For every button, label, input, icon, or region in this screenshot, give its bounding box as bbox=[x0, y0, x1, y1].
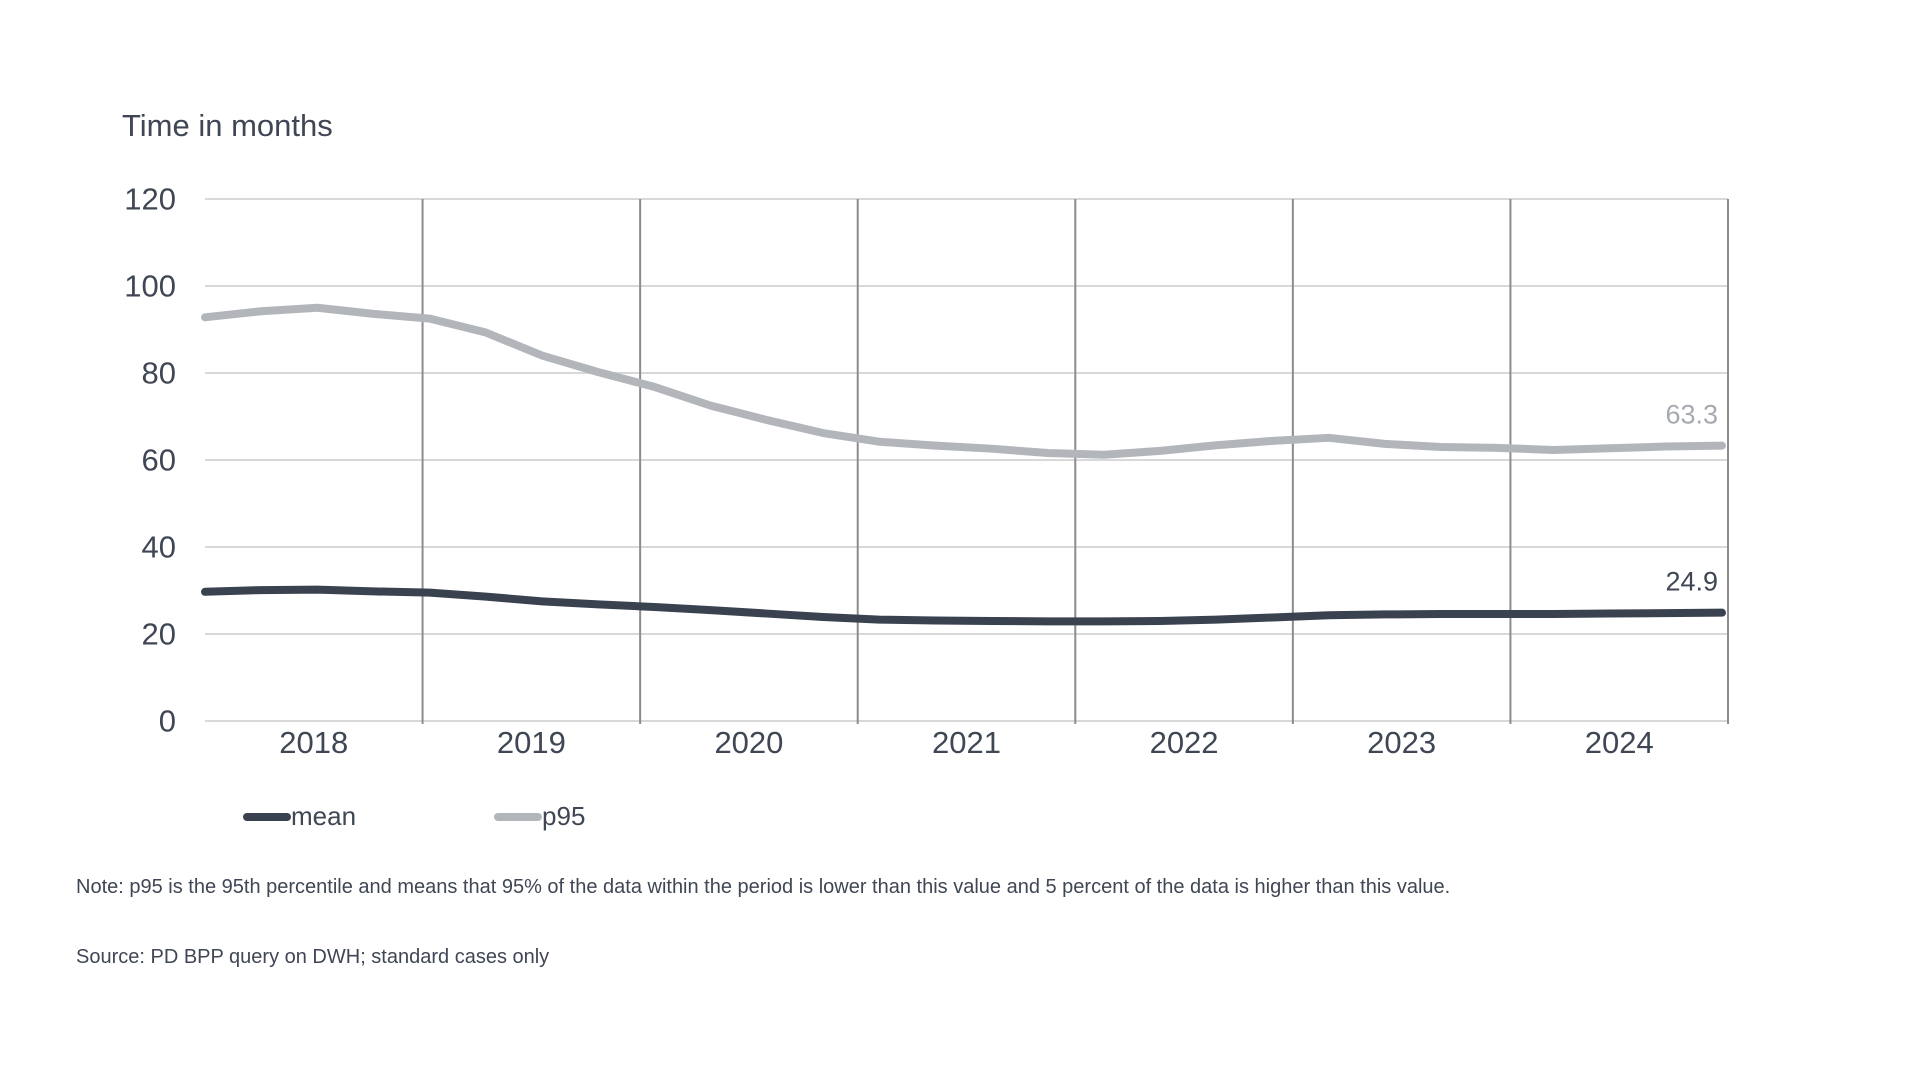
x-tick-label: 2019 bbox=[497, 725, 566, 760]
x-tick-label: 2023 bbox=[1367, 725, 1436, 760]
chart-title: Time in months bbox=[122, 108, 333, 143]
y-tick-label: 40 bbox=[142, 530, 176, 565]
mean-line-swatch bbox=[243, 812, 291, 821]
y-tick-label: 60 bbox=[142, 443, 176, 478]
note-text: Note: p95 is the 95th percentile and mea… bbox=[76, 876, 1451, 898]
y-tick-label: 80 bbox=[142, 356, 176, 391]
legend-label-mean: mean bbox=[291, 801, 357, 831]
p95-line-swatch bbox=[494, 812, 543, 821]
legend-item-mean: mean bbox=[243, 801, 356, 832]
x-tick-label: 2020 bbox=[714, 725, 783, 760]
series-line-p95 bbox=[201, 303, 1726, 459]
y-tick-label: 100 bbox=[124, 269, 176, 304]
legend-item-p95: p95 bbox=[494, 801, 585, 832]
x-tick-label: 2022 bbox=[1150, 725, 1219, 760]
y-tick-label: 120 bbox=[124, 182, 176, 217]
line-chart: 0 20 40 60 80 100 120 2018 2019 2020 2021 2022 2023 2… bbox=[124, 182, 1729, 760]
x-tick-label: 2021 bbox=[932, 725, 1001, 760]
y-tick-label: 20 bbox=[142, 617, 176, 652]
end-value-label-p95: 63.3 bbox=[1665, 400, 1718, 430]
source-text: Source: PD BPP query on DWH; standard ca… bbox=[76, 946, 550, 968]
x-tick-label: 2018 bbox=[279, 725, 348, 760]
legend: mean p95 bbox=[243, 801, 585, 832]
legend-label-p95: p95 bbox=[542, 801, 586, 831]
y-tick-label: 0 bbox=[159, 704, 176, 739]
series-line-mean bbox=[201, 585, 1726, 626]
x-tick-label: 2024 bbox=[1585, 725, 1654, 760]
end-value-label-mean: 24.9 bbox=[1665, 567, 1718, 597]
